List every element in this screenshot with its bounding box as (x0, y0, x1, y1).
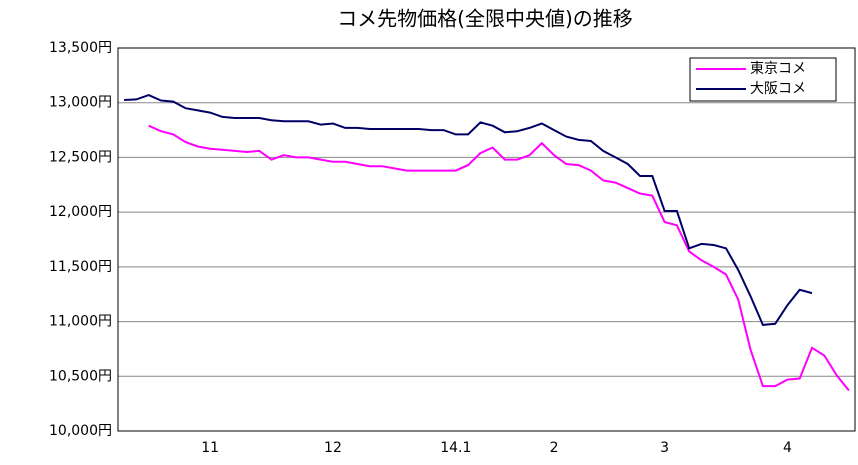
legend-box (689, 57, 837, 102)
x-tick-label: 14.1 (440, 440, 471, 456)
chart-title: コメ先物価格(全限中央値)の推移 (337, 7, 633, 31)
line-series (124, 94, 813, 326)
y-tick-label: 12,000円 (49, 204, 112, 220)
y-tick-label: 13,000円 (49, 95, 112, 111)
x-tick-label: 3 (660, 440, 669, 456)
legend-label: 東京コメ (750, 61, 806, 77)
x-tick-label: 11 (201, 440, 219, 456)
plot-frame (117, 47, 856, 432)
y-tick-label: 13,500円 (49, 40, 112, 56)
x-tick-label: 2 (550, 440, 559, 456)
legend-label: 大阪コメ (750, 81, 806, 97)
x-tick-label: 4 (783, 440, 792, 456)
y-tick-label: 11,000円 (49, 314, 112, 330)
x-tick-label: 12 (324, 440, 342, 456)
y-tick-label: 11,500円 (49, 259, 112, 275)
line-series (148, 124, 850, 392)
y-tick-label: 10,000円 (49, 423, 112, 439)
y-tick-label: 12,500円 (49, 149, 112, 165)
y-tick-label: 10,500円 (49, 368, 112, 384)
